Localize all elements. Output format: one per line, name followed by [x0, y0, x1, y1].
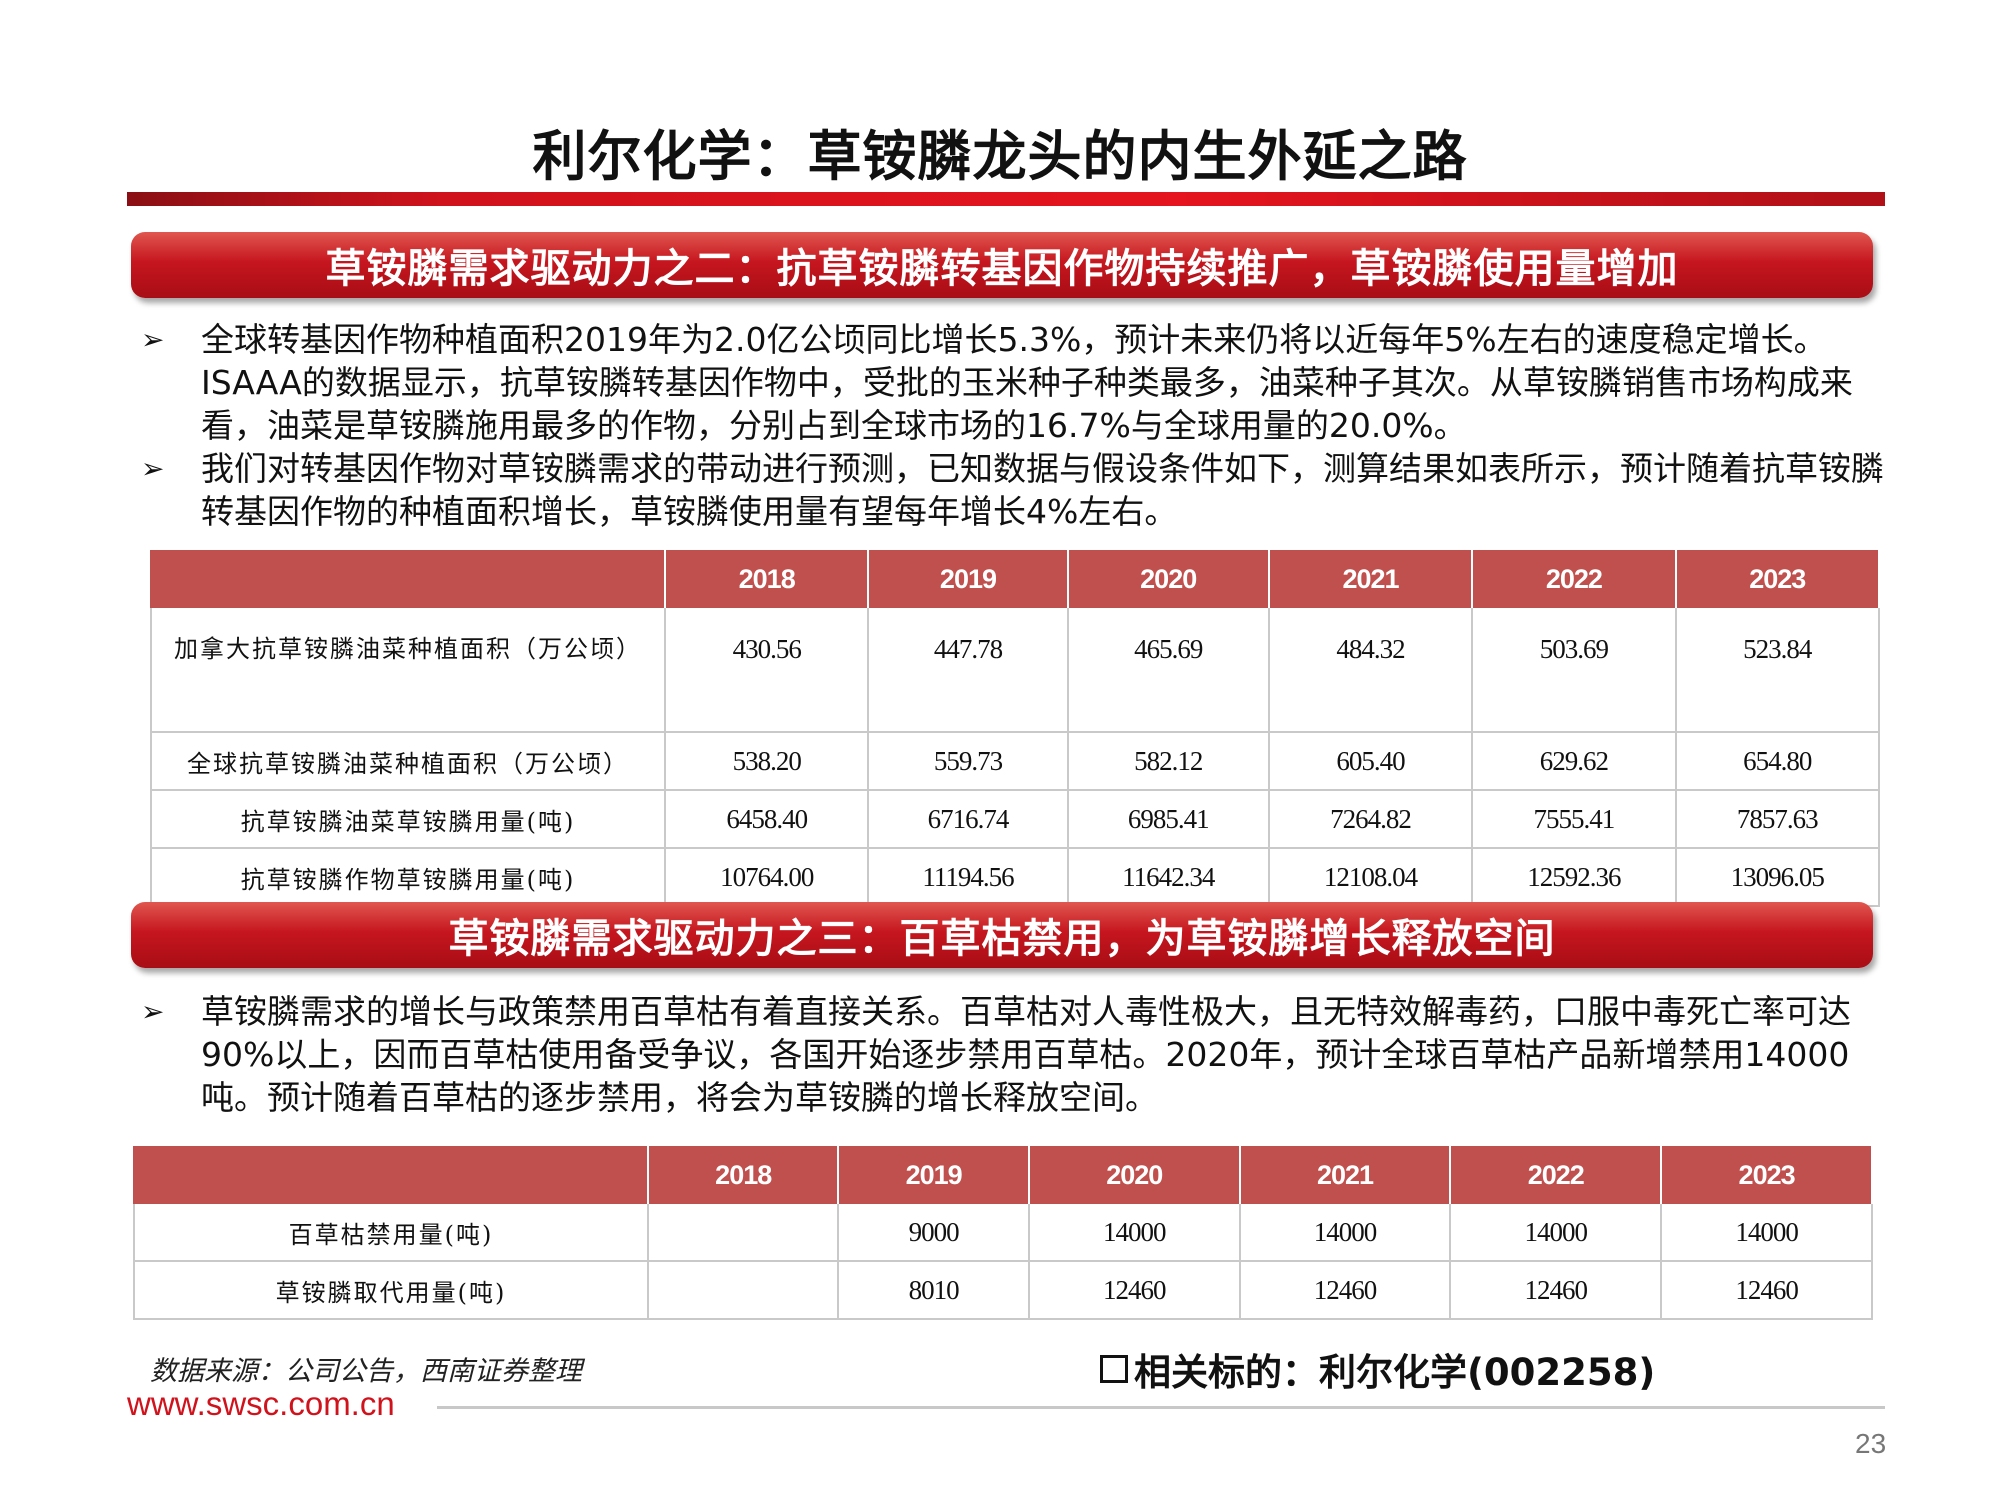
table-cell: 6716.74 [868, 790, 1069, 849]
table-cell: 9000 [838, 1204, 1030, 1262]
table-cell: 6985.41 [1067, 790, 1270, 849]
table-row: 抗草铵膦油菜草铵膦用量(吨) 6458.40 6716.74 6985.41 7… [150, 790, 1881, 849]
table-cell: 523.84 [1675, 608, 1881, 733]
row-label: 全球抗草铵膦油菜种植面积（万公顷） [150, 732, 666, 791]
table-row: 全球抗草铵膦油菜种植面积（万公顷） 538.20 559.73 582.12 6… [150, 732, 1881, 791]
table-cell: 654.80 [1675, 732, 1881, 791]
table-header-cell: 2023 [1675, 550, 1881, 608]
bullet-item: ➢ 草铵膦需求的增长与政策禁用百草枯有着直接关系。百草枯对人毒性极大，且无特效解… [135, 990, 1915, 1119]
table-cell: 484.32 [1268, 608, 1474, 733]
table-cell: 14000 [1450, 1204, 1663, 1262]
table-header-cell: 2020 [1067, 550, 1270, 608]
checkbox-square-icon [1100, 1355, 1128, 1383]
table-cell: 559.73 [868, 732, 1069, 791]
bullet-list-driver-2: ➢ 全球转基因作物种植面积2019年为2.0亿公顷同比增长5.3%，预计未来仍将… [135, 318, 1915, 533]
arrow-bullet-icon: ➢ [141, 323, 165, 356]
table-row: 草铵膦取代用量(吨) 8010 12460 12460 12460 12460 [133, 1261, 1873, 1320]
arrow-bullet-icon: ➢ [141, 995, 165, 1028]
bullet-text: 全球转基因作物种植面积2019年为2.0亿公顷同比增长5.3%，预计未来仍将以近… [201, 320, 1853, 445]
paraquat-ban-table: 2018 2019 2020 2021 2022 2023 百草枯禁用量(吨) … [133, 1146, 1873, 1320]
page-number: 23 [1855, 1428, 1887, 1459]
table-cell: 12592.36 [1472, 848, 1677, 907]
table-header-cell: 2020 [1028, 1146, 1241, 1204]
related-stock: 相关标的：利尔化学(002258) [1100, 1342, 1655, 1396]
table-cell: 12460 [1661, 1261, 1873, 1320]
table-header-row: 2018 2019 2020 2021 2022 2023 [150, 550, 1881, 608]
row-label: 百草枯禁用量(吨) [133, 1204, 649, 1262]
table-cell: 582.12 [1067, 732, 1270, 791]
related-label: 相关标的： [1134, 1351, 1319, 1394]
footer-divider [437, 1406, 1885, 1409]
table-cell: 12108.04 [1268, 848, 1474, 907]
table-header-cell [150, 550, 666, 608]
table-cell: 12460 [1239, 1261, 1452, 1320]
row-label: 抗草铵膦作物草铵膦用量(吨) [150, 848, 666, 907]
table-cell: 7264.82 [1268, 790, 1474, 849]
table-cell: 503.69 [1472, 608, 1677, 733]
row-label: 抗草铵膦油菜草铵膦用量(吨) [150, 790, 666, 849]
table-cell: 11642.34 [1067, 848, 1270, 907]
data-source-note: 数据来源：公司公告，西南证券整理 [150, 1356, 582, 1387]
table-cell: 12460 [1450, 1261, 1663, 1320]
page-title: 利尔化学：草铵膦龙头的内生外延之路 [532, 125, 1468, 188]
table-cell: 538.20 [665, 732, 870, 791]
table-row: 抗草铵膦作物草铵膦用量(吨) 10764.00 11194.56 11642.3… [150, 848, 1881, 907]
table-header-cell: 2019 [868, 550, 1069, 608]
table-cell: 12460 [1028, 1261, 1241, 1320]
section-banner-driver-2: 草铵膦需求驱动力之二：抗草铵膦转基因作物持续推广，草铵膦使用量增加 [131, 232, 1873, 298]
table-header-cell: 2023 [1661, 1146, 1873, 1204]
table-cell: 14000 [1239, 1204, 1452, 1262]
table-header-cell [133, 1146, 649, 1204]
table-cell: 11194.56 [868, 848, 1069, 907]
table-header-row: 2018 2019 2020 2021 2022 2023 [133, 1146, 1873, 1204]
table-cell: 7555.41 [1472, 790, 1677, 849]
table-header-cell: 2019 [838, 1146, 1030, 1204]
table-cell: 10764.00 [665, 848, 870, 907]
table-cell [648, 1204, 840, 1262]
table-row: 加拿大抗草铵膦油菜种植面积（万公顷） 430.56 447.78 465.69 … [150, 608, 1881, 733]
table-cell: 14000 [1661, 1204, 1873, 1262]
table-cell: 605.40 [1268, 732, 1474, 791]
bullet-item: ➢ 全球转基因作物种植面积2019年为2.0亿公顷同比增长5.3%，预计未来仍将… [135, 318, 1915, 447]
bullet-text: 我们对转基因作物对草铵膦需求的带动进行预测，已知数据与假设条件如下，测算结果如表… [201, 449, 1884, 531]
table-cell [648, 1261, 840, 1320]
related-value: 利尔化学(002258) [1319, 1351, 1656, 1394]
table-cell: 465.69 [1067, 608, 1270, 733]
table-header-cell: 2021 [1239, 1146, 1452, 1204]
table-cell: 629.62 [1472, 732, 1677, 791]
table-cell: 430.56 [665, 608, 870, 733]
table-cell: 7857.63 [1675, 790, 1881, 849]
section-banner-driver-3: 草铵膦需求驱动力之三：百草枯禁用，为草铵膦增长释放空间 [131, 902, 1873, 968]
table-cell: 6458.40 [665, 790, 870, 849]
bullet-text: 草铵膦需求的增长与政策禁用百草枯有着直接关系。百草枯对人毒性极大，且无特效解毒药… [201, 992, 1851, 1117]
table-header-cell: 2022 [1472, 550, 1677, 608]
website-link[interactable]: www.swsc.com.cn [127, 1385, 395, 1422]
table-cell: 14000 [1028, 1204, 1241, 1262]
table-header-cell: 2018 [648, 1146, 840, 1204]
table-cell: 447.78 [868, 608, 1069, 733]
canola-forecast-table: 2018 2019 2020 2021 2022 2023 加拿大抗草铵膦油菜种… [150, 550, 1881, 907]
table-header-cell: 2018 [665, 550, 870, 608]
table-cell: 8010 [838, 1261, 1030, 1320]
bullet-list-driver-3: ➢ 草铵膦需求的增长与政策禁用百草枯有着直接关系。百草枯对人毒性极大，且无特效解… [135, 990, 1915, 1119]
row-label: 草铵膦取代用量(吨) [133, 1261, 649, 1320]
title-rule [127, 192, 1885, 206]
row-label: 加拿大抗草铵膦油菜种植面积（万公顷） [150, 608, 666, 733]
bullet-item: ➢ 我们对转基因作物对草铵膦需求的带动进行预测，已知数据与假设条件如下，测算结果… [135, 447, 1915, 533]
table-header-cell: 2022 [1450, 1146, 1663, 1204]
table-cell: 13096.05 [1675, 848, 1881, 907]
table-row: 百草枯禁用量(吨) 9000 14000 14000 14000 14000 [133, 1204, 1873, 1262]
table-header-cell: 2021 [1268, 550, 1474, 608]
arrow-bullet-icon: ➢ [141, 452, 165, 485]
